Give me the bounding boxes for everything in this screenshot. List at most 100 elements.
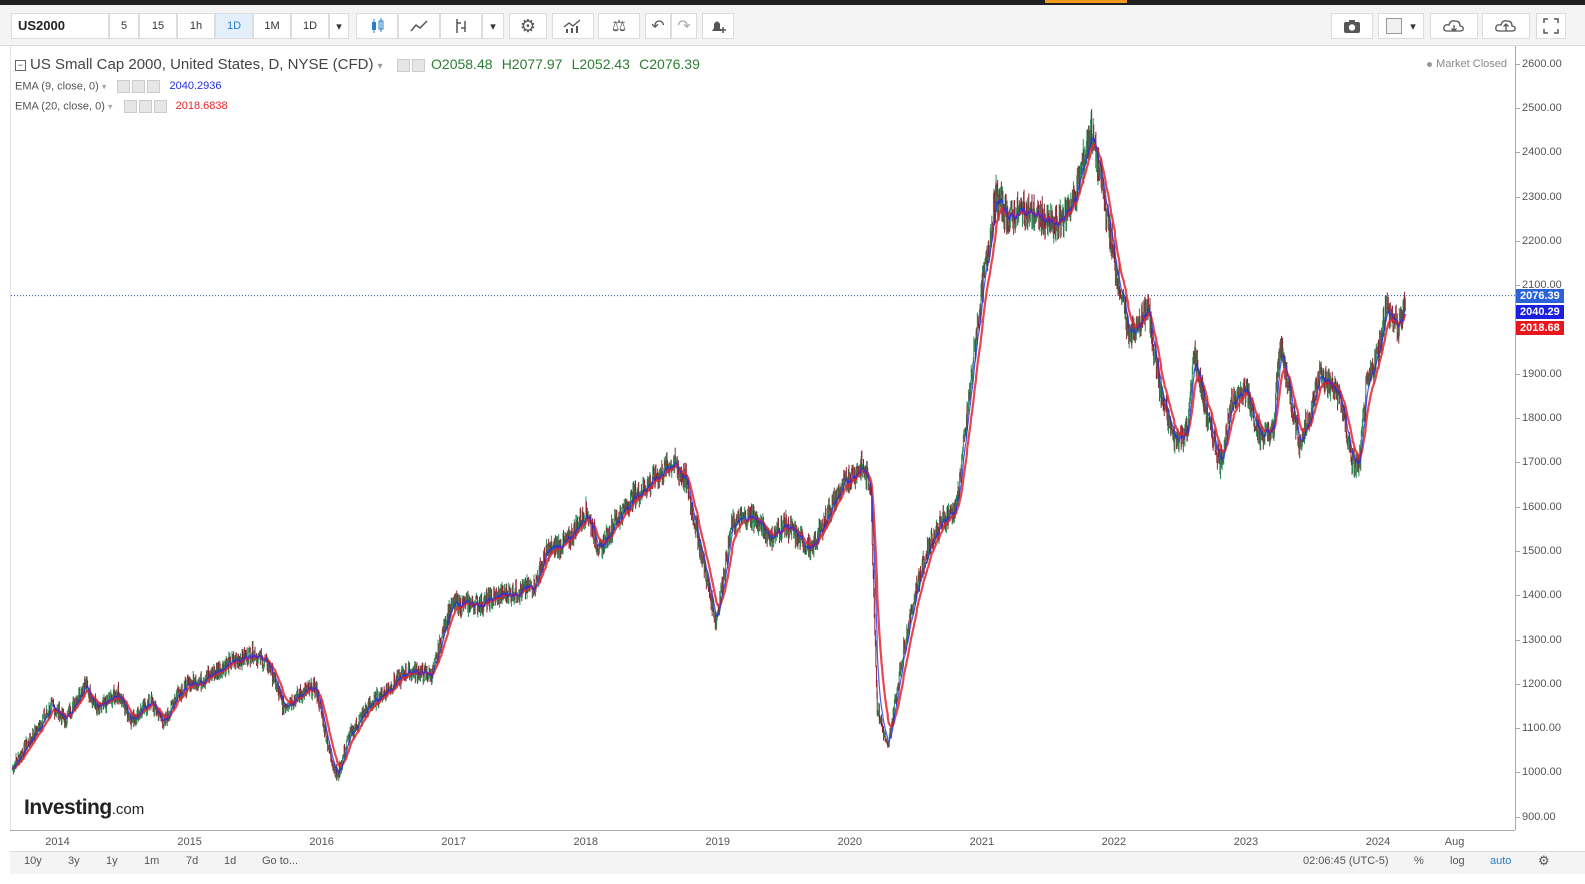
cloud-download-icon <box>1443 20 1464 32</box>
top-strip <box>0 0 1585 5</box>
caret-down-icon: ▾ <box>490 20 496 33</box>
status-dot-icon <box>1427 61 1433 67</box>
range-1y[interactable]: 1y <box>106 855 118 867</box>
fullscreen-button[interactable] <box>1536 13 1566 39</box>
settings-button[interactable]: ⚙ <box>509 13 547 39</box>
range-3y[interactable]: 3y <box>68 855 80 867</box>
time-tick-label: 2017 <box>441 836 466 848</box>
investing-logo: Investing.com <box>24 796 145 819</box>
time-tick-label: 2023 <box>1233 836 1259 848</box>
caret-down-icon[interactable]: ▾ <box>377 61 383 72</box>
open-value: O2058.48 <box>431 56 493 72</box>
camera-icon <box>1344 20 1360 33</box>
alert-button[interactable] <box>702 13 734 39</box>
time-tick-label: 2015 <box>177 836 202 848</box>
close-price-label: 2076.39 <box>1516 288 1564 303</box>
time-tick-label: 2018 <box>573 836 598 848</box>
color-picker-button[interactable]: ▾ <box>1378 13 1424 39</box>
symbol-title: US Small Cap 2000, United States, D, NYS… <box>30 56 374 73</box>
price-tick-label: 1000.00 <box>1516 766 1562 779</box>
gear-icon[interactable] <box>411 58 425 72</box>
price-tick-label: 1900.00 <box>1516 367 1562 380</box>
undo-button[interactable]: ↶ <box>645 13 671 39</box>
accent-bar <box>1045 0 1127 3</box>
redo-icon: ↷ <box>677 18 691 35</box>
fullscreen-icon <box>1543 18 1559 34</box>
range-1m[interactable]: 1m <box>144 855 160 867</box>
indicators-button[interactable] <box>552 13 594 39</box>
gear-icon[interactable] <box>132 80 146 93</box>
time-tick-label: 2024 <box>1365 836 1391 848</box>
line-chart-button[interactable] <box>398 13 440 39</box>
time-tick-label: 2014 <box>45 836 70 848</box>
candlestick-icon <box>372 18 384 33</box>
time-display: 02:06:45 (UTC-5) <box>1303 855 1389 867</box>
price-tick-label: 1200.00 <box>1516 677 1562 690</box>
chart-type-dropdown-button[interactable]: ▾ <box>482 13 504 39</box>
candles-button[interactable] <box>356 13 398 39</box>
interval-dropdown-button[interactable]: ▾ <box>329 13 349 39</box>
gear-icon[interactable]: ⚙ <box>1538 853 1550 868</box>
price-tick-label: 1400.00 <box>1516 589 1562 602</box>
bar-type-button[interactable] <box>440 13 482 39</box>
close-icon[interactable] <box>153 100 167 113</box>
ema20-price-label: 2018.68 <box>1516 320 1564 335</box>
price-tick-label: 2300.00 <box>1516 190 1562 203</box>
time-tick-label: 2022 <box>1101 836 1127 848</box>
caret-down-icon[interactable]: ▾ <box>107 101 113 112</box>
goto-button[interactable]: Go to... <box>262 855 299 867</box>
interval-1d[interactable]: 1D <box>215 13 253 39</box>
cloud-upload-icon <box>1495 20 1516 32</box>
price-tick-label: 2200.00 <box>1516 234 1562 247</box>
caret-down-icon: ▾ <box>336 20 342 33</box>
log-toggle[interactable]: log <box>1450 855 1465 867</box>
redo-button[interactable]: ↷ <box>671 13 697 39</box>
indicators-icon <box>563 19 581 33</box>
time-tick-label: 2020 <box>837 836 863 848</box>
close-icon[interactable] <box>147 80 161 93</box>
interval-1h[interactable]: 1h <box>177 13 215 39</box>
time-tick-label: 2016 <box>309 836 334 848</box>
ema20-value: 2018.6838 <box>175 100 228 113</box>
scales-icon: ⚖ <box>611 18 627 35</box>
caret-down-icon[interactable]: ▾ <box>101 81 107 92</box>
screenshot-button[interactable] <box>1331 13 1373 39</box>
range-10y[interactable]: 10y <box>24 855 42 867</box>
ema20-label: EMA (20, close, 0) <box>15 100 105 113</box>
save-cloud-button[interactable] <box>1482 13 1530 39</box>
chart-pane[interactable] <box>10 46 1516 830</box>
time-axis[interactable]: 2014 2015 2016 2017 2018 2019 2020 2021 2022 2023… <box>10 830 1515 851</box>
legend-main-row: − US Small Cap 2000, United States, D, NY… <box>15 56 700 73</box>
eye-icon[interactable] <box>123 100 137 113</box>
eye-icon[interactable] <box>396 58 410 72</box>
percent-toggle[interactable]: % <box>1414 855 1424 867</box>
gear-icon[interactable] <box>138 100 152 113</box>
eye-icon[interactable] <box>117 80 131 93</box>
time-tick-label: Aug <box>1444 836 1465 848</box>
price-tick-label: 1300.00 <box>1516 633 1562 646</box>
symbol-input[interactable]: US2000 <box>11 13 109 39</box>
interval-15[interactable]: 15 <box>139 13 177 39</box>
compare-button[interactable]: ⚖ <box>598 13 640 39</box>
collapse-legend-icon[interactable]: − <box>15 59 26 71</box>
price-tick-label: 2100.00 <box>1516 279 1562 292</box>
ema9-price-label: 2040.29 <box>1516 304 1564 319</box>
chart-toolbar: US2000 5 15 1h 1D 1M 1D ▾ ▾ ⚙ ⚖ ↶ ↷ ▾ <box>0 5 1585 46</box>
range-1d[interactable]: 1d <box>224 855 237 867</box>
range-7d[interactable]: 7d <box>186 855 199 867</box>
price-tick-label: 1800.00 <box>1516 412 1562 425</box>
price-tick-label: 2600.00 <box>1516 57 1562 70</box>
price-tick-label: 1700.00 <box>1516 456 1562 469</box>
line-chart-icon <box>410 20 428 32</box>
price-tick-label: 2400.00 <box>1516 146 1562 159</box>
time-tick-label: 2019 <box>705 836 730 848</box>
load-cloud-button[interactable] <box>1430 13 1478 39</box>
interval-5[interactable]: 5 <box>109 13 139 39</box>
price-axis[interactable]: 900.00 1000.00 1100.00 1200.00 1300.00 1400.0… <box>1515 46 1585 830</box>
interval-custom[interactable]: 1D <box>291 13 329 39</box>
ema20-legend-row: EMA (20, close, 0) ▾ 2018.6838 <box>15 100 228 113</box>
interval-1m[interactable]: 1M <box>253 13 291 39</box>
auto-toggle[interactable]: auto <box>1490 855 1512 867</box>
ema9-value: 2040.2936 <box>169 80 222 93</box>
caret-down-icon: ▾ <box>1410 20 1416 33</box>
